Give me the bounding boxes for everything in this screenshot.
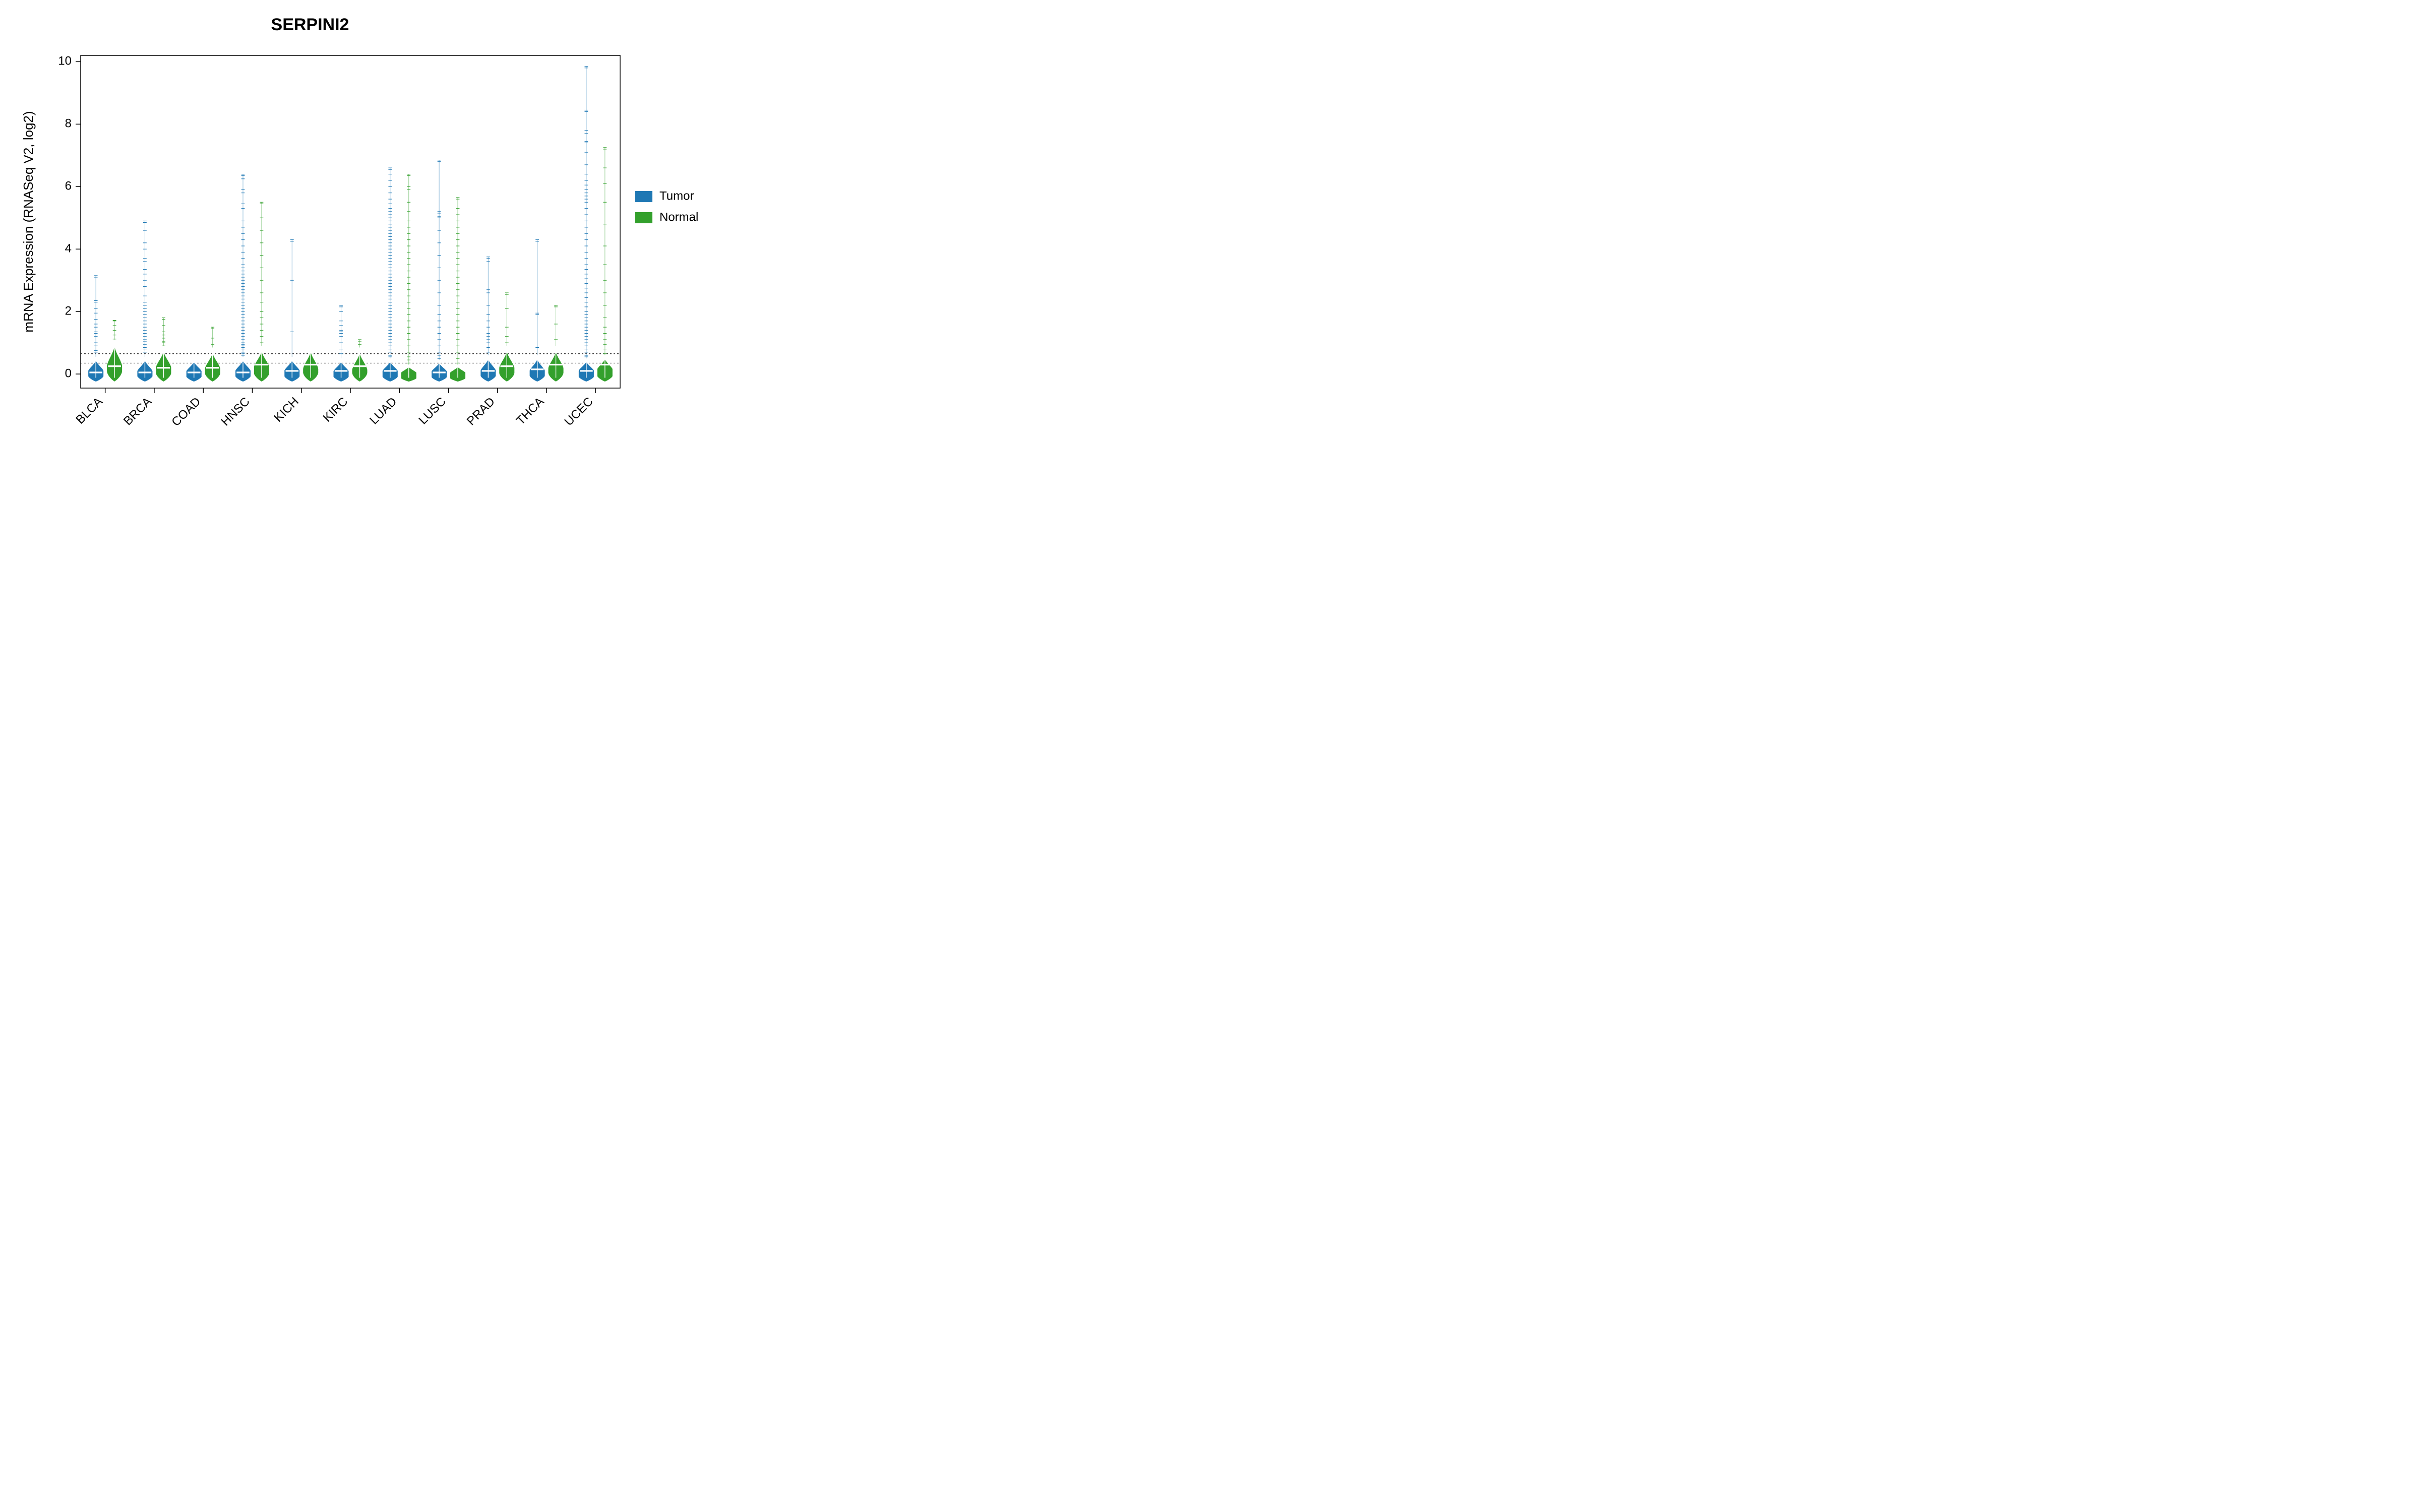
legend-label: Tumor	[659, 189, 694, 203]
legend-label: Normal	[659, 210, 698, 224]
x-tick-label: LUAD	[367, 395, 399, 427]
violin-HNSC-tumor	[235, 174, 251, 382]
x-tick-label: THCA	[514, 395, 547, 427]
violin-HNSC-normal	[254, 202, 269, 382]
chart-svg: 0 2 4 6 8 10 mRNA Expression (RNASeq V2, log2)…	[0, 0, 746, 466]
y-tick-label: 2	[65, 304, 72, 318]
x-tick-label: COAD	[169, 395, 203, 429]
violin-THCA-normal	[548, 305, 564, 382]
violin-KIRC-normal	[352, 340, 368, 382]
x-tick-label: KIRC	[321, 395, 351, 425]
violin-BRCA-tumor	[137, 221, 153, 382]
x-tick-label: BLCA	[73, 395, 105, 426]
violin-KIRC-tumor	[333, 305, 349, 382]
y-tick-label: 4	[65, 242, 72, 256]
violin-COAD-tumor	[186, 358, 202, 382]
x-tick-label: LUSC	[416, 395, 448, 427]
violin-BLCA-normal	[107, 321, 123, 382]
x-tick-label: HNSC	[219, 395, 253, 428]
y-tick-label: 6	[65, 179, 72, 193]
y-axis-title: mRNA Expression (RNASeq V2, log2)	[21, 111, 36, 332]
legend-swatch	[635, 212, 652, 223]
violin-LUAD-normal	[401, 174, 416, 382]
y-tick-label: 10	[58, 54, 72, 68]
x-tick-label: BRCA	[121, 395, 154, 428]
x-tick-label: UCEC	[562, 395, 595, 428]
y-tick-label: 8	[65, 117, 72, 131]
violin-LUAD-tumor	[382, 168, 398, 382]
violin-LUSC-normal	[450, 198, 465, 382]
x-tick-label: KICH	[271, 395, 301, 425]
violin-UCEC-normal	[597, 148, 613, 382]
violin-THCA-tumor	[529, 240, 545, 382]
y-tick-label: 0	[65, 366, 72, 380]
violin-BRCA-normal	[156, 318, 171, 382]
x-tick-label: PRAD	[464, 395, 498, 428]
violin-KICH-tumor	[284, 240, 300, 382]
chart-container: SERPINI2 0246810mRNA Expression (RNASeq …	[0, 0, 746, 466]
violin-PRAD-normal	[499, 293, 515, 382]
legend-swatch	[635, 191, 652, 202]
violin-COAD-normal	[205, 327, 220, 382]
violin-BLCA-tumor	[88, 276, 104, 382]
violin-LUSC-tumor	[432, 160, 447, 382]
violin-UCEC-tumor	[578, 67, 594, 382]
plot-frame	[81, 55, 620, 388]
violin-KICH-normal	[303, 346, 319, 382]
